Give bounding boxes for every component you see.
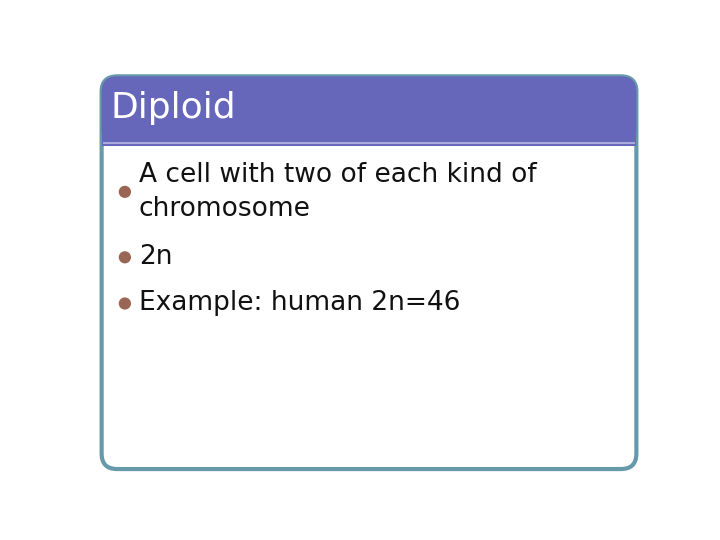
Text: A cell with two of each kind of
chromosome: A cell with two of each kind of chromoso… (139, 162, 536, 222)
Circle shape (120, 186, 130, 197)
Circle shape (120, 252, 130, 262)
FancyBboxPatch shape (102, 76, 636, 469)
Bar (102, 130, 636, 146)
Circle shape (120, 298, 130, 309)
Text: Example: human 2n=46: Example: human 2n=46 (139, 291, 460, 316)
Text: 2n: 2n (139, 244, 172, 271)
FancyBboxPatch shape (102, 76, 636, 146)
Bar (103, 142, 635, 144)
Text: Diploid: Diploid (111, 91, 237, 125)
